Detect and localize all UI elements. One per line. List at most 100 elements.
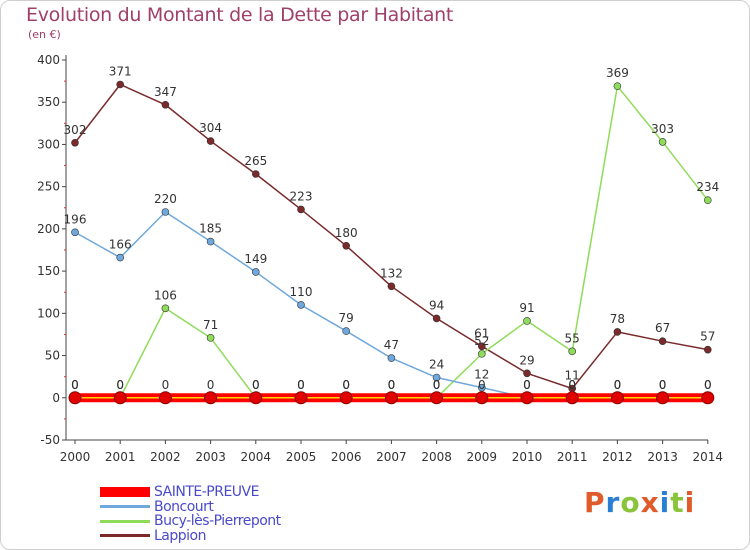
data-point [477, 342, 486, 351]
data-label: 0 [388, 378, 396, 392]
data-point [384, 391, 398, 405]
data-label: 132 [380, 266, 403, 280]
y-tick-label: 300 [37, 137, 60, 151]
data-point [68, 391, 82, 405]
data-point [297, 301, 305, 309]
data-point [475, 391, 489, 405]
data-point [658, 337, 667, 346]
data-label: 24 [429, 358, 444, 372]
y-tick-label: 50 [45, 349, 60, 363]
data-label: 369 [606, 66, 629, 80]
data-label: 12 [474, 368, 489, 382]
data-label: 55 [565, 331, 580, 345]
data-point [477, 350, 486, 358]
y-tick-label: 100 [37, 306, 60, 320]
data-point [339, 391, 353, 405]
legend-label: Boncourt [154, 498, 214, 515]
data-point [387, 282, 396, 291]
data-point [342, 241, 351, 250]
data-label: 223 [290, 189, 313, 203]
legend-item: Bucy-lès-Pierrepont [100, 514, 281, 529]
x-tick-label: 2007 [376, 450, 407, 464]
data-label: 57 [700, 330, 715, 344]
data-label: 0 [659, 378, 667, 392]
data-label: 0 [71, 378, 79, 392]
data-point [161, 100, 170, 109]
data-label: 0 [478, 378, 486, 392]
data-label: 0 [433, 378, 441, 392]
data-label: 0 [523, 378, 531, 392]
data-point [204, 391, 218, 405]
data-point [523, 369, 531, 378]
data-label: 220 [154, 192, 177, 206]
data-point [71, 138, 79, 147]
y-tick-label: 250 [37, 180, 60, 194]
data-label: 302 [64, 123, 87, 137]
legend-label: Lappion [154, 527, 206, 544]
x-tick-label: 2002 [150, 450, 181, 464]
x-tick-label: 2010 [512, 450, 543, 464]
data-label: 67 [655, 321, 670, 335]
data-label: 91 [519, 301, 534, 315]
y-tick-label: 400 [37, 53, 60, 67]
chart-subtitle: (en €) [28, 28, 61, 41]
legend-item: Lappion [100, 529, 281, 544]
data-label: 0 [207, 378, 215, 392]
data-label: 0 [342, 378, 350, 392]
y-tick-label: -50 [40, 433, 60, 447]
data-point [610, 391, 624, 405]
data-point [116, 253, 124, 262]
x-tick-label: 2003 [195, 450, 226, 464]
data-label: 0 [116, 378, 124, 392]
data-point [613, 82, 622, 90]
data-point [252, 268, 260, 276]
data-label: 0 [252, 378, 260, 392]
data-point [656, 391, 670, 405]
logo-letter: P [584, 486, 606, 519]
proxiti-logo: Proxiti [584, 486, 695, 519]
data-label: 79 [339, 311, 354, 325]
data-label: 180 [335, 226, 358, 240]
legend-label: SAINTE-PREUVE [154, 484, 259, 501]
data-label: 110 [290, 285, 313, 299]
data-label: 0 [162, 378, 170, 392]
data-point [432, 373, 441, 382]
logo-letter: i [684, 486, 696, 519]
data-label: 234 [696, 180, 719, 194]
data-point [161, 304, 170, 313]
data-label: 11 [565, 368, 580, 382]
x-tick-label: 2001 [105, 450, 136, 464]
logo-letter: r [605, 486, 621, 519]
data-point [249, 391, 263, 405]
x-tick-label: 2005 [286, 450, 317, 464]
x-tick-label: 2006 [331, 450, 362, 464]
data-label: 265 [244, 154, 267, 168]
data-point [613, 328, 622, 336]
data-point [568, 347, 577, 356]
data-label: 0 [568, 378, 576, 392]
data-point [116, 80, 124, 89]
data-label: 0 [116, 378, 124, 392]
data-label: 303 [651, 122, 674, 136]
data-label: 106 [154, 288, 177, 302]
data-point [71, 228, 79, 237]
x-tick-label: 2011 [557, 450, 588, 464]
data-label: 0 [523, 378, 531, 392]
data-label: 52 [474, 334, 489, 348]
data-point [520, 391, 534, 405]
y-tick-label: 200 [37, 222, 60, 236]
data-point [432, 314, 441, 323]
data-label: 0 [71, 378, 79, 392]
data-point [658, 138, 667, 146]
data-point [158, 391, 172, 405]
y-tick-label: 0 [52, 391, 60, 405]
data-point [477, 383, 486, 392]
x-tick-label: 2013 [647, 450, 678, 464]
legend-swatch [100, 534, 150, 538]
data-label: 0 [388, 378, 396, 392]
data-label: 0 [252, 378, 260, 392]
data-label: 71 [203, 318, 218, 332]
data-label: 0 [433, 378, 441, 392]
data-label: 304 [199, 121, 222, 135]
data-point [297, 205, 305, 214]
